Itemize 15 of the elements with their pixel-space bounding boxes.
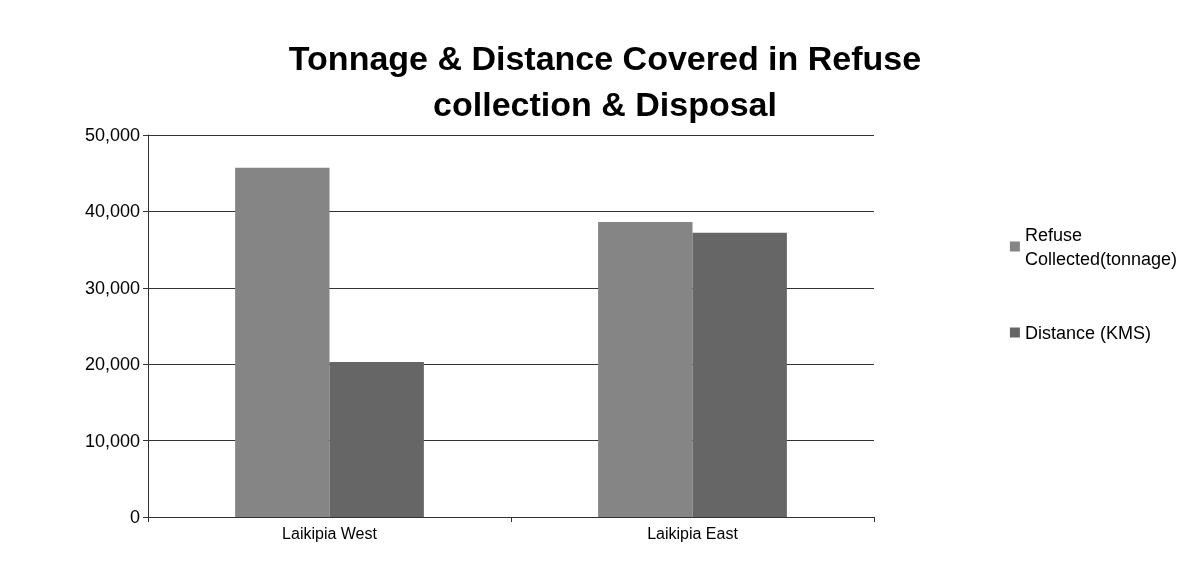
chart-title: Tonnage & Distance Covered in Refuse collection & Disposal — [288, 39, 922, 123]
bar — [598, 222, 693, 517]
y-tick-label: 30,000 — [84, 277, 140, 298]
y-tick-label: 20,000 — [84, 354, 140, 375]
y-tick-label: 10,000 — [84, 430, 140, 451]
y-tick-label: 50,000 — [84, 125, 140, 145]
x-tick-label: Laikipia East — [647, 524, 739, 542]
y-tick-label: 40,000 — [84, 201, 140, 222]
legend-label: Refuse Collected(tonnage) — [1024, 224, 1178, 269]
x-tick-label: Laikipia West — [282, 524, 378, 542]
legend-label: Distance (KMS) — [1024, 322, 1151, 343]
bar — [235, 167, 330, 517]
y-tick-label: 0 — [129, 507, 140, 527]
bar — [329, 361, 424, 517]
bar — [692, 232, 787, 517]
